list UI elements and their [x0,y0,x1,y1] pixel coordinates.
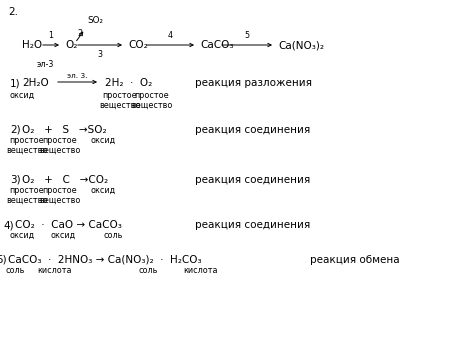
Text: простое
вещество: простое вещество [131,91,173,110]
Text: соль: соль [5,266,25,275]
Text: 5: 5 [245,31,250,40]
Text: 2): 2) [10,125,21,135]
Text: эл. 3.: эл. 3. [67,73,87,79]
Text: 3: 3 [98,50,103,59]
Text: 4): 4) [3,220,14,230]
Text: реакция соединения: реакция соединения [195,175,310,185]
Text: 1: 1 [49,31,54,40]
Text: 2H₂O: 2H₂O [22,78,49,88]
Text: 5): 5) [0,255,6,265]
Text: 2: 2 [77,29,82,38]
Text: 3): 3) [10,175,21,185]
Text: соль: соль [138,266,158,275]
Text: эл-3: эл-3 [36,60,54,69]
Text: оксид: оксид [10,91,34,100]
Text: реакция соединения: реакция соединения [195,220,310,230]
Text: простое
вещество: простое вещество [99,91,141,110]
Text: O₂: O₂ [65,40,77,50]
Text: CO₂: CO₂ [128,40,148,50]
Text: 2H₂  ·  O₂: 2H₂ · O₂ [105,78,152,88]
Text: простое
вещество: простое вещество [39,136,81,155]
Text: H₂O: H₂O [22,40,42,50]
Text: простое
вещество: простое вещество [39,186,81,205]
Text: 1): 1) [10,78,21,88]
Text: 4: 4 [168,31,173,40]
Text: 2.: 2. [8,7,18,17]
Text: простое
вещество: простое вещество [6,136,48,155]
Text: реакция соединения: реакция соединения [195,125,310,135]
Text: O₂   +   C   →CO₂: O₂ + C →CO₂ [22,175,108,185]
Text: соль: соль [104,231,123,240]
Text: Ca(NO₃)₂: Ca(NO₃)₂ [278,40,324,50]
Text: O₂   +   S   →SO₂: O₂ + S →SO₂ [22,125,107,135]
Text: CaCO₃: CaCO₃ [200,40,234,50]
Text: кислота: кислота [38,266,72,275]
Text: реакция разложения: реакция разложения [195,78,312,88]
Text: простое
вещество: простое вещество [6,186,48,205]
Text: CO₂  ·  CaO → CaCO₃: CO₂ · CaO → CaCO₃ [15,220,122,230]
Text: CaCO₃  ·  2HNO₃ → Ca(NO₃)₂  ·  H₂CO₃: CaCO₃ · 2HNO₃ → Ca(NO₃)₂ · H₂CO₃ [8,255,202,265]
Text: оксид: оксид [90,136,115,145]
Text: кислота: кислота [183,266,217,275]
Text: оксид: оксид [90,186,115,195]
Text: реакция обмена: реакция обмена [310,255,400,265]
Text: оксид: оксид [50,231,76,240]
Text: оксид: оксид [10,231,34,240]
Text: SO₂: SO₂ [87,16,103,25]
